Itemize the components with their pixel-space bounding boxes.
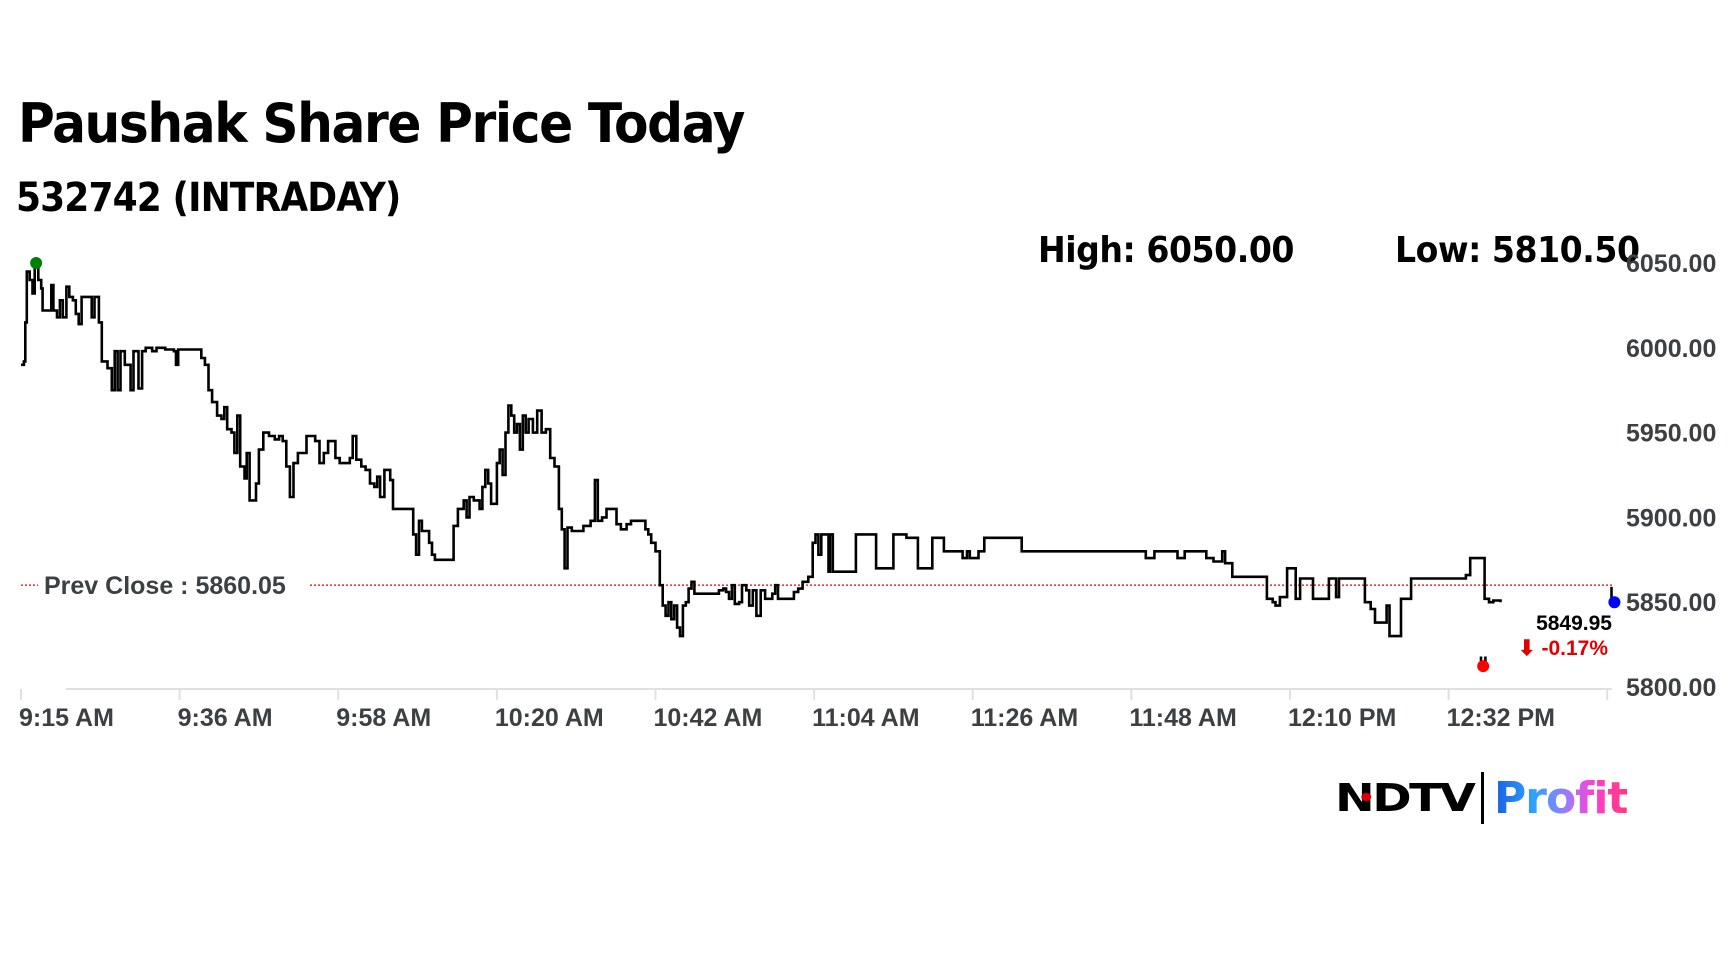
x-tick-label: 9:36 AM: [178, 704, 273, 732]
last-marker-icon: [1608, 596, 1621, 609]
prev-close-label: Prev Close : 5860.05: [44, 572, 286, 600]
x-tick-label: 12:32 PM: [1447, 704, 1555, 732]
y-axis: 6050.00 6000.00 5950.00 5900.00 5850.00 5800.…: [1626, 250, 1716, 702]
low-marker-icon: [1477, 660, 1490, 673]
x-tick-label: 9:15 AM: [19, 704, 114, 732]
x-tick-label: 11:04 AM: [812, 704, 919, 732]
ndtv-red-dot-icon: [1361, 793, 1372, 801]
x-axis: 9:15 AM 9:36 AM 9:58 AM 10:20 AM 10:42 AM 11:…: [19, 688, 1612, 732]
y-tick-label: 5900.00: [1626, 504, 1716, 532]
page-title: Paushak Share Price Today: [18, 92, 745, 155]
logo-divider: [1481, 772, 1484, 824]
price-line: [21, 261, 1619, 669]
day-high-label: High: 6050.00: [1038, 230, 1295, 271]
x-tick-label: 11:48 AM: [1129, 704, 1236, 732]
x-tick-label: 12:10 PM: [1288, 704, 1396, 732]
last-change-label: ⬇ -0.17%: [1518, 637, 1608, 660]
x-tick-label: 10:20 AM: [495, 704, 604, 732]
page-subtitle: 532742 (INTRADAY): [16, 175, 401, 221]
x-tick-label: 10:42 AM: [653, 704, 762, 732]
x-tick-label: 11:26 AM: [971, 704, 1078, 732]
x-tick-label: 9:58 AM: [336, 704, 431, 732]
y-tick-label: 5950.00: [1626, 420, 1716, 448]
ndtv-wordmark: NDTV: [1335, 776, 1476, 820]
day-low-label: Low: 5810.50: [1395, 230, 1640, 271]
y-tick-label: 5800.00: [1626, 674, 1716, 702]
profit-wordmark: Profit: [1494, 772, 1628, 824]
ndtv-profit-logo: NDTV Profit: [1335, 772, 1628, 824]
high-marker-icon: [30, 257, 43, 269]
chart-markers: [30, 257, 1621, 673]
y-tick-label: 5850.00: [1626, 589, 1716, 617]
prev-close-line: Prev Close : 5860.05: [21, 572, 1612, 600]
last-price-label: 5849.95: [1536, 612, 1612, 635]
y-tick-label: 6000.00: [1626, 335, 1716, 363]
y-tick-label: 6050.00: [1626, 250, 1716, 278]
